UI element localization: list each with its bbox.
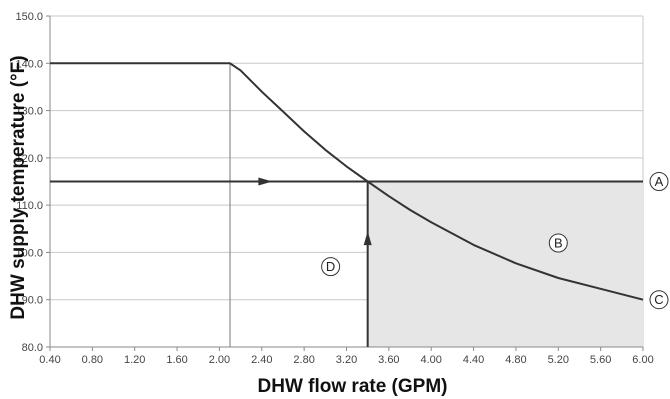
y-tick-label-1: 90.0 [22, 295, 43, 307]
x-tick-label-11: 4.80 [505, 354, 526, 366]
shaded-region-b [367, 181, 643, 347]
callout-d: D [321, 257, 341, 277]
callout-circle-a [649, 172, 669, 191]
x-tick-label-13: 5.60 [590, 354, 611, 366]
x-tick-label-9: 4.00 [421, 354, 442, 366]
right-arrow-icon [258, 177, 273, 186]
y-tick-label-5: 130.0 [15, 106, 43, 118]
y-tick-label-6: 140.0 [15, 58, 43, 70]
x-tick-label-6: 2.80 [293, 354, 314, 366]
x-tick-label-10: 4.40 [463, 354, 484, 366]
callout-b: B [548, 233, 568, 253]
x-tick-label-8: 3.60 [378, 354, 399, 366]
y-tick-label-7: 150.0 [15, 11, 43, 23]
x-tick-label-7: 3.20 [336, 354, 357, 366]
reference-lines [50, 63, 643, 347]
callout-label-b: B [554, 235, 563, 250]
callout-circle-d [321, 257, 341, 277]
x-tick-label-2: 1.20 [124, 354, 145, 366]
y-axis-title: DHW supply temperature (°F) [8, 55, 29, 319]
callouts: A B C D [321, 172, 669, 310]
tick-labels: 80.0 90.0 100.0 110.0 120.0 130.0 140.0 150.0 0.… [15, 11, 653, 366]
callout-label-c: C [654, 292, 663, 307]
temperature-curve [50, 62, 644, 301]
y-tick-label-0: 80.0 [22, 342, 43, 354]
x-tick-label-5: 2.40 [251, 354, 272, 366]
callout-circle-c [649, 290, 669, 310]
y-tick-label-3: 110.0 [16, 200, 43, 212]
x-axis-title: DHW flow rate (GPM) [258, 376, 448, 397]
callout-label-d: D [326, 259, 335, 274]
callout-label-a: A [655, 174, 664, 189]
callout-a: A [649, 172, 669, 191]
x-tick-label-4: 2.00 [209, 354, 230, 366]
callout-c: C [649, 290, 669, 310]
x-tick-label-3: 1.60 [166, 354, 187, 366]
x-tick-label-14: 6.00 [632, 354, 653, 366]
up-arrow-icon [363, 231, 372, 246]
x-tick-label-1: 0.80 [82, 354, 103, 366]
y-tick-label-2: 100.0 [15, 247, 43, 259]
x-tick-label-0: 0.40 [39, 354, 60, 366]
x-tick-label-12: 5.20 [548, 354, 569, 366]
callout-circle-b [548, 233, 568, 253]
y-tick-label-4: 120.0 [15, 153, 43, 165]
